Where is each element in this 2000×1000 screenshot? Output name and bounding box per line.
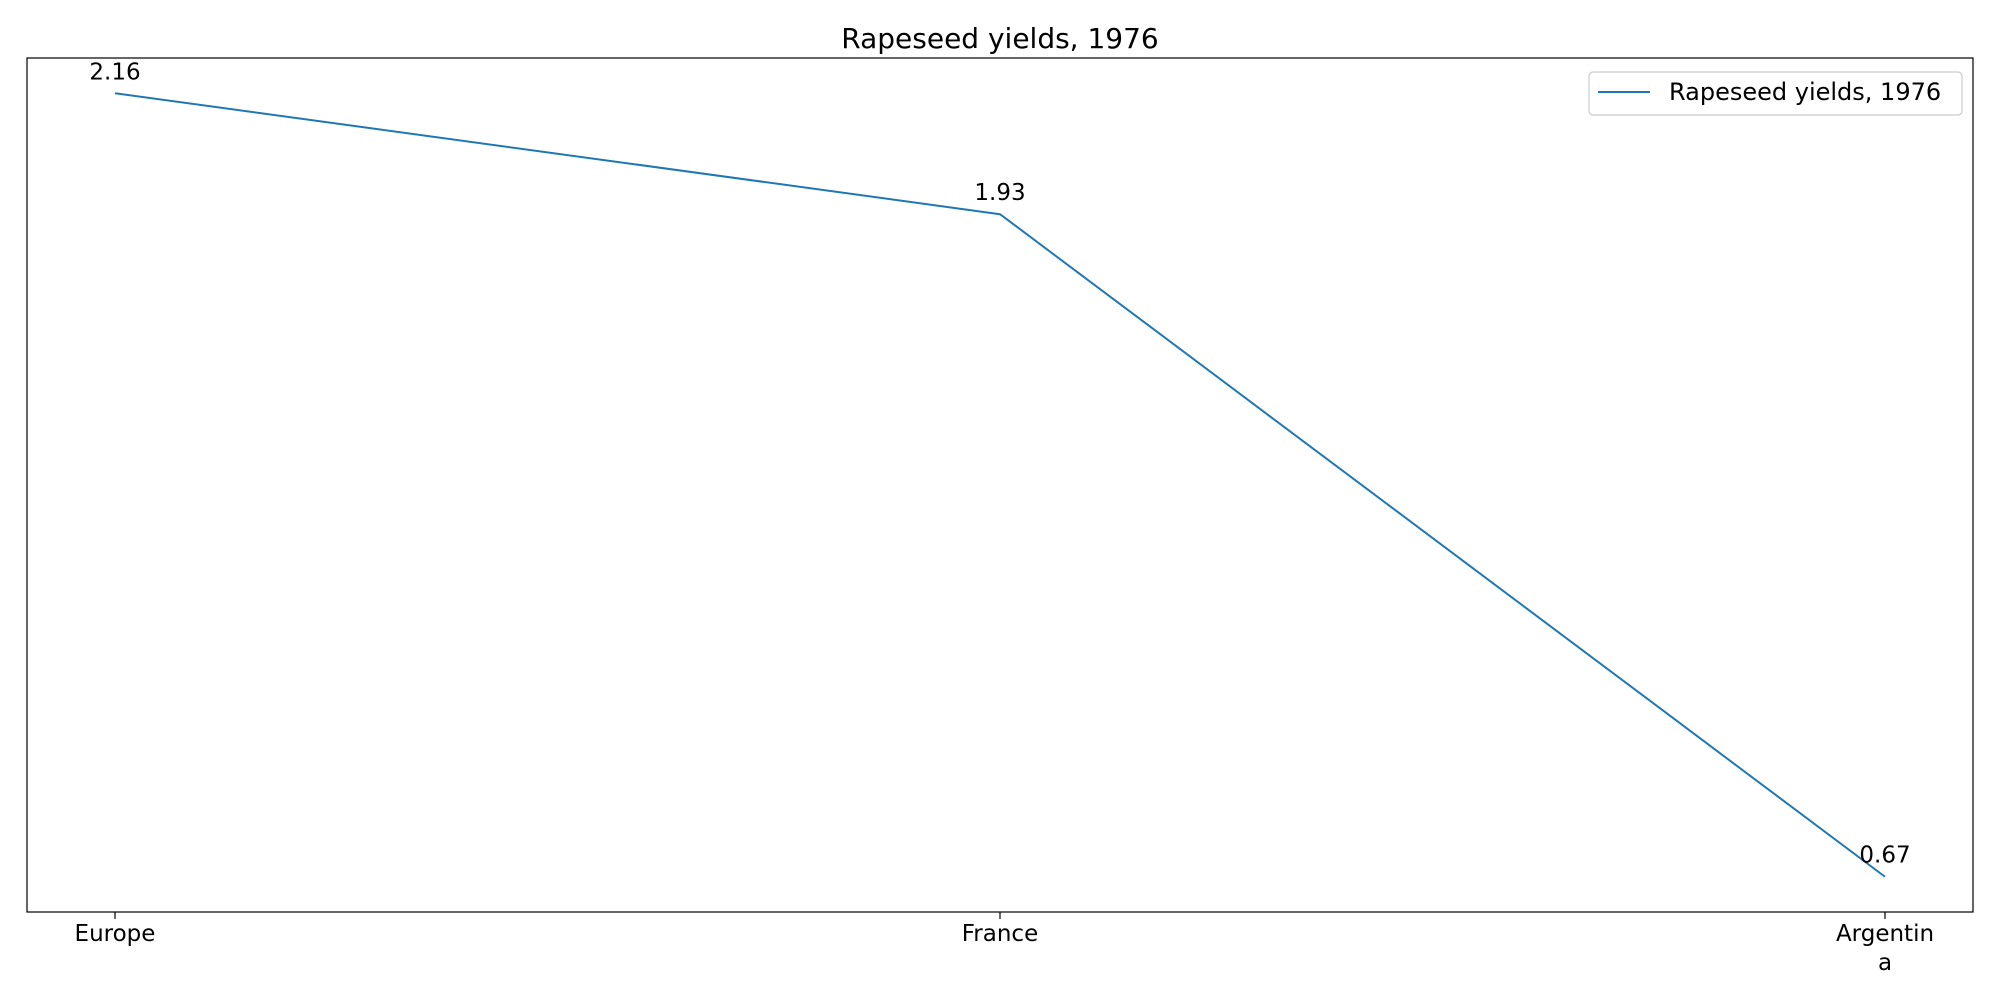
- x-tick-label: Argentin a: [1836, 921, 1934, 976]
- chart-title: Rapeseed yields, 1976: [841, 22, 1159, 55]
- x-axis: Europe France Argentin a: [75, 912, 1934, 976]
- data-label: 0.67: [1859, 843, 1910, 869]
- series-line: [114, 92, 1886, 878]
- data-labels: 2.16 1.93 0.67: [89, 59, 1910, 868]
- data-label: 2.16: [89, 59, 140, 85]
- x-tick-label: Europe: [75, 921, 156, 947]
- x-tick-label-line: Europe: [75, 921, 156, 947]
- x-tick-label: France: [962, 921, 1038, 947]
- data-label: 1.93: [974, 180, 1025, 206]
- series-layer: [114, 92, 1886, 878]
- legend: Rapeseed yields, 1976: [1588, 71, 1963, 116]
- x-tick-label-line: France: [962, 921, 1038, 947]
- x-tick-label-line: a: [1878, 950, 1892, 976]
- legend-label: Rapeseed yields, 1976: [1669, 78, 1941, 106]
- legend-box: [1588, 71, 1963, 116]
- x-tick-label-line: Argentin: [1836, 921, 1934, 947]
